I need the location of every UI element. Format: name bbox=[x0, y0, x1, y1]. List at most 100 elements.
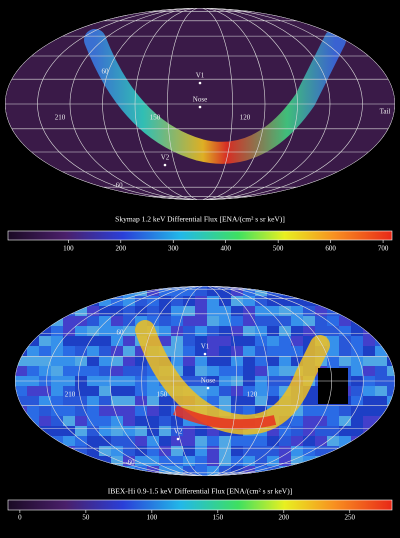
map-cell bbox=[183, 426, 195, 436]
map-cell bbox=[387, 346, 395, 356]
map-cell bbox=[231, 406, 243, 416]
map-cell bbox=[147, 416, 159, 426]
map-cell bbox=[315, 306, 327, 316]
map-cell bbox=[219, 356, 231, 366]
map-cell bbox=[327, 346, 339, 356]
map-cell bbox=[195, 336, 207, 346]
map-cell bbox=[243, 356, 255, 366]
map-cell bbox=[87, 396, 99, 406]
map-cell bbox=[195, 326, 207, 336]
map-label: 150 bbox=[157, 391, 168, 399]
map-cell bbox=[99, 326, 111, 336]
map-cell bbox=[243, 306, 255, 316]
map-cell bbox=[63, 396, 75, 406]
map-cell bbox=[111, 466, 123, 476]
map-cell bbox=[387, 316, 395, 326]
map-cell bbox=[279, 356, 291, 366]
map-cell bbox=[171, 436, 183, 446]
map-cell bbox=[39, 426, 51, 436]
map-cell bbox=[339, 336, 351, 346]
map-cell bbox=[255, 406, 267, 416]
map-cell bbox=[255, 396, 267, 406]
colorbar-tick-label: 50 bbox=[82, 514, 90, 522]
map-cell bbox=[135, 456, 147, 466]
map-cell bbox=[303, 286, 315, 296]
map-cell bbox=[15, 326, 27, 336]
map-cell bbox=[171, 446, 183, 456]
map-cell bbox=[339, 466, 351, 476]
map-cell bbox=[15, 336, 27, 346]
map-cell bbox=[123, 286, 135, 296]
map-cell bbox=[171, 286, 183, 296]
map-cell bbox=[387, 366, 395, 376]
colorbar-tick-label: 600 bbox=[325, 245, 336, 253]
map-cell bbox=[231, 316, 243, 326]
map-cell bbox=[195, 436, 207, 446]
map-cell bbox=[195, 356, 207, 366]
map-cell bbox=[339, 356, 351, 366]
map-cell bbox=[159, 306, 171, 316]
map-label: 150 bbox=[150, 114, 161, 122]
map-cell bbox=[111, 366, 123, 376]
map-cell bbox=[39, 406, 51, 416]
map-cell bbox=[39, 396, 51, 406]
map-cell bbox=[171, 346, 183, 356]
map-cell bbox=[243, 286, 255, 296]
map-cell bbox=[219, 306, 231, 316]
map-cell bbox=[27, 386, 39, 396]
map-cell bbox=[51, 326, 63, 336]
map-cell bbox=[87, 366, 99, 376]
map-cell bbox=[327, 416, 339, 426]
map-cell bbox=[291, 356, 303, 366]
map-cell bbox=[99, 346, 111, 356]
map-cell bbox=[231, 396, 243, 406]
map-cell bbox=[255, 346, 267, 356]
map-cell bbox=[87, 316, 99, 326]
map-cell bbox=[339, 306, 351, 316]
map-cell bbox=[147, 406, 159, 416]
map-cell bbox=[87, 436, 99, 446]
map-cell bbox=[147, 446, 159, 456]
map-cell bbox=[363, 356, 375, 366]
map-cell bbox=[207, 286, 219, 296]
map-cell bbox=[339, 316, 351, 326]
map-cell bbox=[315, 316, 327, 326]
map-cell bbox=[111, 356, 123, 366]
map-cell bbox=[327, 286, 339, 296]
map-cell bbox=[15, 456, 27, 466]
map-cell bbox=[39, 466, 51, 476]
map-cell bbox=[15, 296, 27, 306]
map-cell bbox=[15, 306, 27, 316]
map-cell bbox=[279, 346, 291, 356]
map-cell bbox=[75, 306, 87, 316]
map-cell bbox=[207, 396, 219, 406]
missing-data bbox=[318, 368, 348, 404]
map-cell bbox=[363, 306, 375, 316]
map-cell bbox=[315, 466, 327, 476]
map-cell bbox=[39, 346, 51, 356]
map-cell bbox=[195, 286, 207, 296]
map-cell bbox=[243, 456, 255, 466]
map-cell bbox=[363, 406, 375, 416]
map-cell bbox=[39, 306, 51, 316]
map-cell bbox=[63, 286, 75, 296]
map-cell bbox=[63, 406, 75, 416]
map-cell bbox=[291, 306, 303, 316]
map-cell bbox=[99, 466, 111, 476]
map-cell bbox=[255, 456, 267, 466]
map-cell bbox=[51, 446, 63, 456]
map-cell bbox=[75, 426, 87, 436]
map-cell bbox=[351, 426, 363, 436]
map-cell bbox=[351, 396, 363, 406]
map-cell bbox=[159, 416, 171, 426]
map-cell bbox=[339, 286, 351, 296]
map-cell bbox=[15, 386, 27, 396]
map-cell bbox=[363, 386, 375, 396]
map-cell bbox=[207, 446, 219, 456]
map-cell bbox=[111, 326, 123, 336]
map-cell bbox=[291, 286, 303, 296]
map-cell bbox=[231, 456, 243, 466]
map-cell bbox=[195, 466, 207, 476]
map-cell bbox=[255, 466, 267, 476]
map-cell bbox=[111, 296, 123, 306]
